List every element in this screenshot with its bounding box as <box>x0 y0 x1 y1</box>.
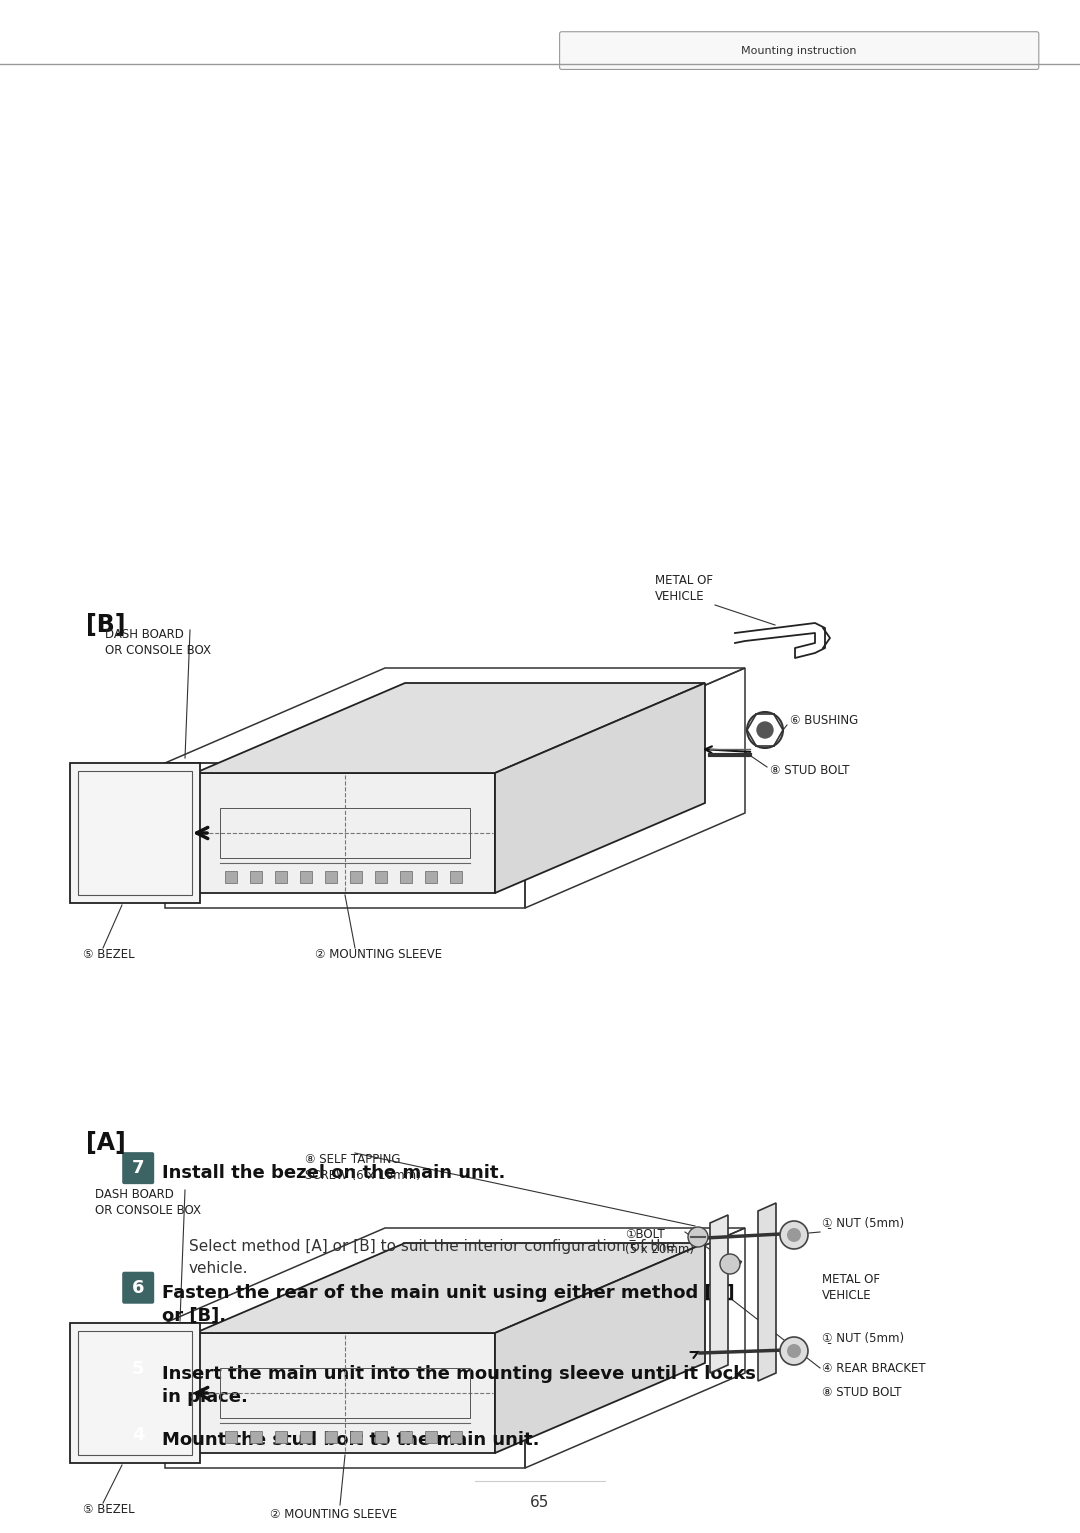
Circle shape <box>780 1220 808 1249</box>
Polygon shape <box>195 773 495 894</box>
Bar <box>426 1430 437 1443</box>
Bar <box>375 1430 387 1443</box>
Polygon shape <box>195 1334 495 1453</box>
FancyBboxPatch shape <box>559 32 1039 69</box>
Bar <box>325 871 337 883</box>
Polygon shape <box>758 1203 777 1381</box>
Text: ② MOUNTING SLEEVE: ② MOUNTING SLEEVE <box>315 947 442 961</box>
Text: ② MOUNTING SLEEVE: ② MOUNTING SLEEVE <box>270 1508 397 1521</box>
Bar <box>300 871 312 883</box>
Text: Mount the stud bolt to the main unit.: Mount the stud bolt to the main unit. <box>162 1430 540 1449</box>
FancyBboxPatch shape <box>122 1420 154 1450</box>
Text: METAL OF
VEHICLE: METAL OF VEHICLE <box>654 573 713 602</box>
Polygon shape <box>710 1216 728 1374</box>
Text: ①̲BOLT
(5 x 20mm): ①̲BOLT (5 x 20mm) <box>625 1226 694 1256</box>
Circle shape <box>787 1344 801 1358</box>
Bar <box>400 1430 411 1443</box>
Bar <box>300 1430 312 1443</box>
Bar <box>350 871 362 883</box>
Polygon shape <box>495 1243 705 1453</box>
Bar <box>275 871 287 883</box>
Bar <box>400 871 411 883</box>
Text: ⑧ STUD BOLT: ⑧ STUD BOLT <box>770 763 850 777</box>
FancyBboxPatch shape <box>122 1272 154 1303</box>
Bar <box>220 1367 470 1418</box>
Bar <box>249 871 262 883</box>
Circle shape <box>780 1337 808 1364</box>
Bar <box>225 1430 237 1443</box>
Text: ⑧ STUD BOLT: ⑧ STUD BOLT <box>822 1386 902 1400</box>
Text: Insert the main unit into the mounting sleeve until it locks
in place.: Insert the main unit into the mounting s… <box>162 1364 756 1406</box>
Circle shape <box>688 1226 708 1246</box>
Polygon shape <box>195 684 705 773</box>
Text: DASH BOARD
OR CONSOLE BOX: DASH BOARD OR CONSOLE BOX <box>105 629 211 658</box>
Text: Mounting instruction: Mounting instruction <box>742 46 856 55</box>
Text: 65: 65 <box>530 1495 550 1510</box>
Text: ①̱ NUT (5mm): ①̱ NUT (5mm) <box>822 1217 904 1229</box>
Text: 6: 6 <box>132 1279 145 1297</box>
Circle shape <box>787 1228 801 1242</box>
Text: METAL OF
VEHICLE: METAL OF VEHICLE <box>822 1272 880 1302</box>
Bar <box>350 1430 362 1443</box>
Circle shape <box>757 722 773 737</box>
Text: [A]: [A] <box>86 1131 126 1156</box>
Circle shape <box>720 1254 740 1274</box>
Bar <box>325 1430 337 1443</box>
Bar <box>450 1430 462 1443</box>
Text: 5: 5 <box>132 1360 145 1378</box>
Polygon shape <box>195 1243 705 1334</box>
Text: 7: 7 <box>132 1159 145 1177</box>
Text: 4: 4 <box>132 1426 145 1444</box>
Bar <box>249 1430 262 1443</box>
Text: ⑤ BEZEL: ⑤ BEZEL <box>83 947 135 961</box>
Text: ⑤ BEZEL: ⑤ BEZEL <box>83 1502 135 1516</box>
Bar <box>375 871 387 883</box>
Polygon shape <box>70 763 200 903</box>
Bar <box>275 1430 287 1443</box>
Text: Install the bezel on the main unit.: Install the bezel on the main unit. <box>162 1164 505 1182</box>
Text: Fasten the rear of the main unit using either method [A]
or [B].: Fasten the rear of the main unit using e… <box>162 1283 734 1325</box>
Text: ①̱ NUT (5mm): ①̱ NUT (5mm) <box>822 1332 904 1344</box>
Text: ⑧ SELF TAPPING
SCREW (6 x 16mm): ⑧ SELF TAPPING SCREW (6 x 16mm) <box>305 1153 421 1182</box>
Text: Select method [A] or [B] to suit the interior configuration of the
vehicle.: Select method [A] or [B] to suit the int… <box>189 1239 675 1275</box>
Text: ⑥ BUSHING: ⑥ BUSHING <box>789 713 859 727</box>
Text: ④ REAR BRACKET: ④ REAR BRACKET <box>822 1361 926 1375</box>
Text: DASH BOARD
OR CONSOLE BOX: DASH BOARD OR CONSOLE BOX <box>95 1188 201 1217</box>
Bar <box>225 871 237 883</box>
Polygon shape <box>495 684 705 894</box>
Polygon shape <box>70 1323 200 1462</box>
Bar <box>450 871 462 883</box>
FancyBboxPatch shape <box>122 1153 154 1183</box>
Bar <box>426 871 437 883</box>
FancyBboxPatch shape <box>122 1354 154 1384</box>
Bar <box>220 808 470 858</box>
Text: [B]: [B] <box>86 613 126 638</box>
